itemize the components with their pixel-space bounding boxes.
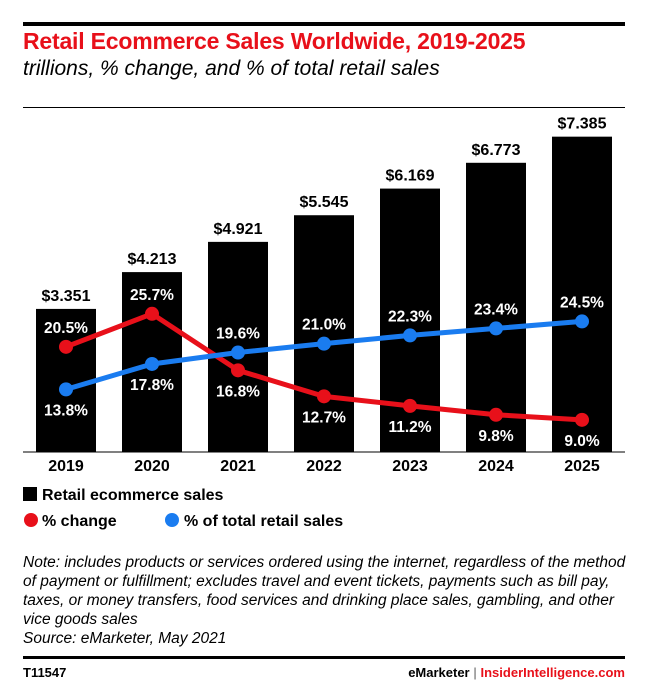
- chart-id: T11547: [23, 665, 67, 680]
- chart-title: Retail Ecommerce Sales Worldwide, 2019-2…: [23, 28, 526, 54]
- share-label-2024: 23.4%: [474, 301, 518, 318]
- brand: eMarketer | InsiderIntelligence.com: [408, 665, 625, 680]
- bar-label-2019: $3.351: [42, 288, 91, 305]
- bar-2019: [36, 308, 96, 452]
- brand-separator: |: [469, 665, 481, 680]
- bar-2024: [466, 162, 526, 452]
- bar-label-2024: $6.773: [472, 142, 521, 159]
- share-label-2022: 21.0%: [302, 317, 346, 334]
- share-label-2025: 24.5%: [560, 294, 604, 311]
- change-point-2021: [231, 363, 245, 378]
- note-text: Note: includes products or services orde…: [23, 554, 626, 628]
- change-point-2025: [575, 412, 589, 427]
- legend-swatch-sales: [23, 487, 37, 501]
- change-label-2023: 11.2%: [388, 419, 431, 436]
- share-point-2020: [145, 356, 159, 371]
- change-point-2023: [403, 398, 417, 413]
- share-label-2019: 13.8%: [44, 402, 88, 419]
- top-rule: [23, 22, 625, 26]
- chart-subtitle: trillions, % change, and % of total reta…: [23, 57, 440, 80]
- share-label-2021: 19.6%: [216, 326, 260, 343]
- legend-swatch-change: [24, 513, 38, 527]
- share-label-2023: 22.3%: [388, 308, 432, 325]
- change-point-2020: [145, 306, 159, 321]
- bar-label-2020: $4.213: [128, 251, 177, 268]
- chart-plot: $3.351 2019 $4.213 2020 $4.921 2021 $5.545 2022…: [23, 116, 625, 530]
- source-text: Source: eMarketer, May 2021: [23, 630, 227, 647]
- bar-label-2021: $4.921: [214, 221, 263, 238]
- change-point-2019: [59, 339, 73, 354]
- x-tick-2019: 2019: [48, 458, 84, 475]
- change-point-2022: [317, 389, 331, 404]
- change-label-2020: 25.7%: [130, 287, 174, 304]
- share-point-2019: [59, 382, 73, 397]
- change-point-2024: [489, 407, 503, 422]
- share-point-2021: [231, 345, 245, 360]
- brand-insider: InsiderIntelligence.com: [480, 665, 626, 680]
- change-label-2024: 9.8%: [478, 428, 514, 445]
- change-label-2019: 20.5%: [44, 320, 88, 337]
- legend-label-change: % change: [42, 513, 117, 530]
- share-label-2020: 17.8%: [130, 377, 174, 394]
- legend-label-share: % of total retail sales: [184, 513, 343, 530]
- bottom-rule: [23, 656, 625, 659]
- bar-label-2022: $5.545: [300, 194, 349, 211]
- legend-swatch-share: [165, 513, 179, 527]
- bar-2025: [552, 136, 612, 452]
- title-rule: [23, 107, 625, 108]
- change-label-2022: 12.7%: [302, 409, 346, 426]
- chart-notes: Note: includes products or services orde…: [23, 553, 633, 648]
- bar-label-2023: $6.169: [386, 168, 435, 185]
- brand-emarketer: eMarketer: [408, 665, 470, 680]
- x-tick-2020: 2020: [134, 458, 170, 475]
- share-point-2022: [317, 336, 331, 351]
- bar-label-2025: $7.385: [558, 116, 607, 133]
- x-tick-2021: 2021: [220, 458, 256, 475]
- bar-2022: [294, 215, 354, 452]
- x-tick-2025: 2025: [564, 458, 600, 475]
- x-tick-2024: 2024: [478, 458, 514, 475]
- legend-label-sales: Retail ecommerce sales: [42, 487, 224, 504]
- share-point-2024: [489, 321, 503, 336]
- share-point-2023: [403, 328, 417, 343]
- change-label-2021: 16.8%: [216, 383, 260, 400]
- share-point-2025: [575, 314, 589, 329]
- x-tick-2022: 2022: [306, 458, 342, 475]
- change-label-2025: 9.0%: [564, 433, 600, 450]
- x-tick-2023: 2023: [392, 458, 428, 475]
